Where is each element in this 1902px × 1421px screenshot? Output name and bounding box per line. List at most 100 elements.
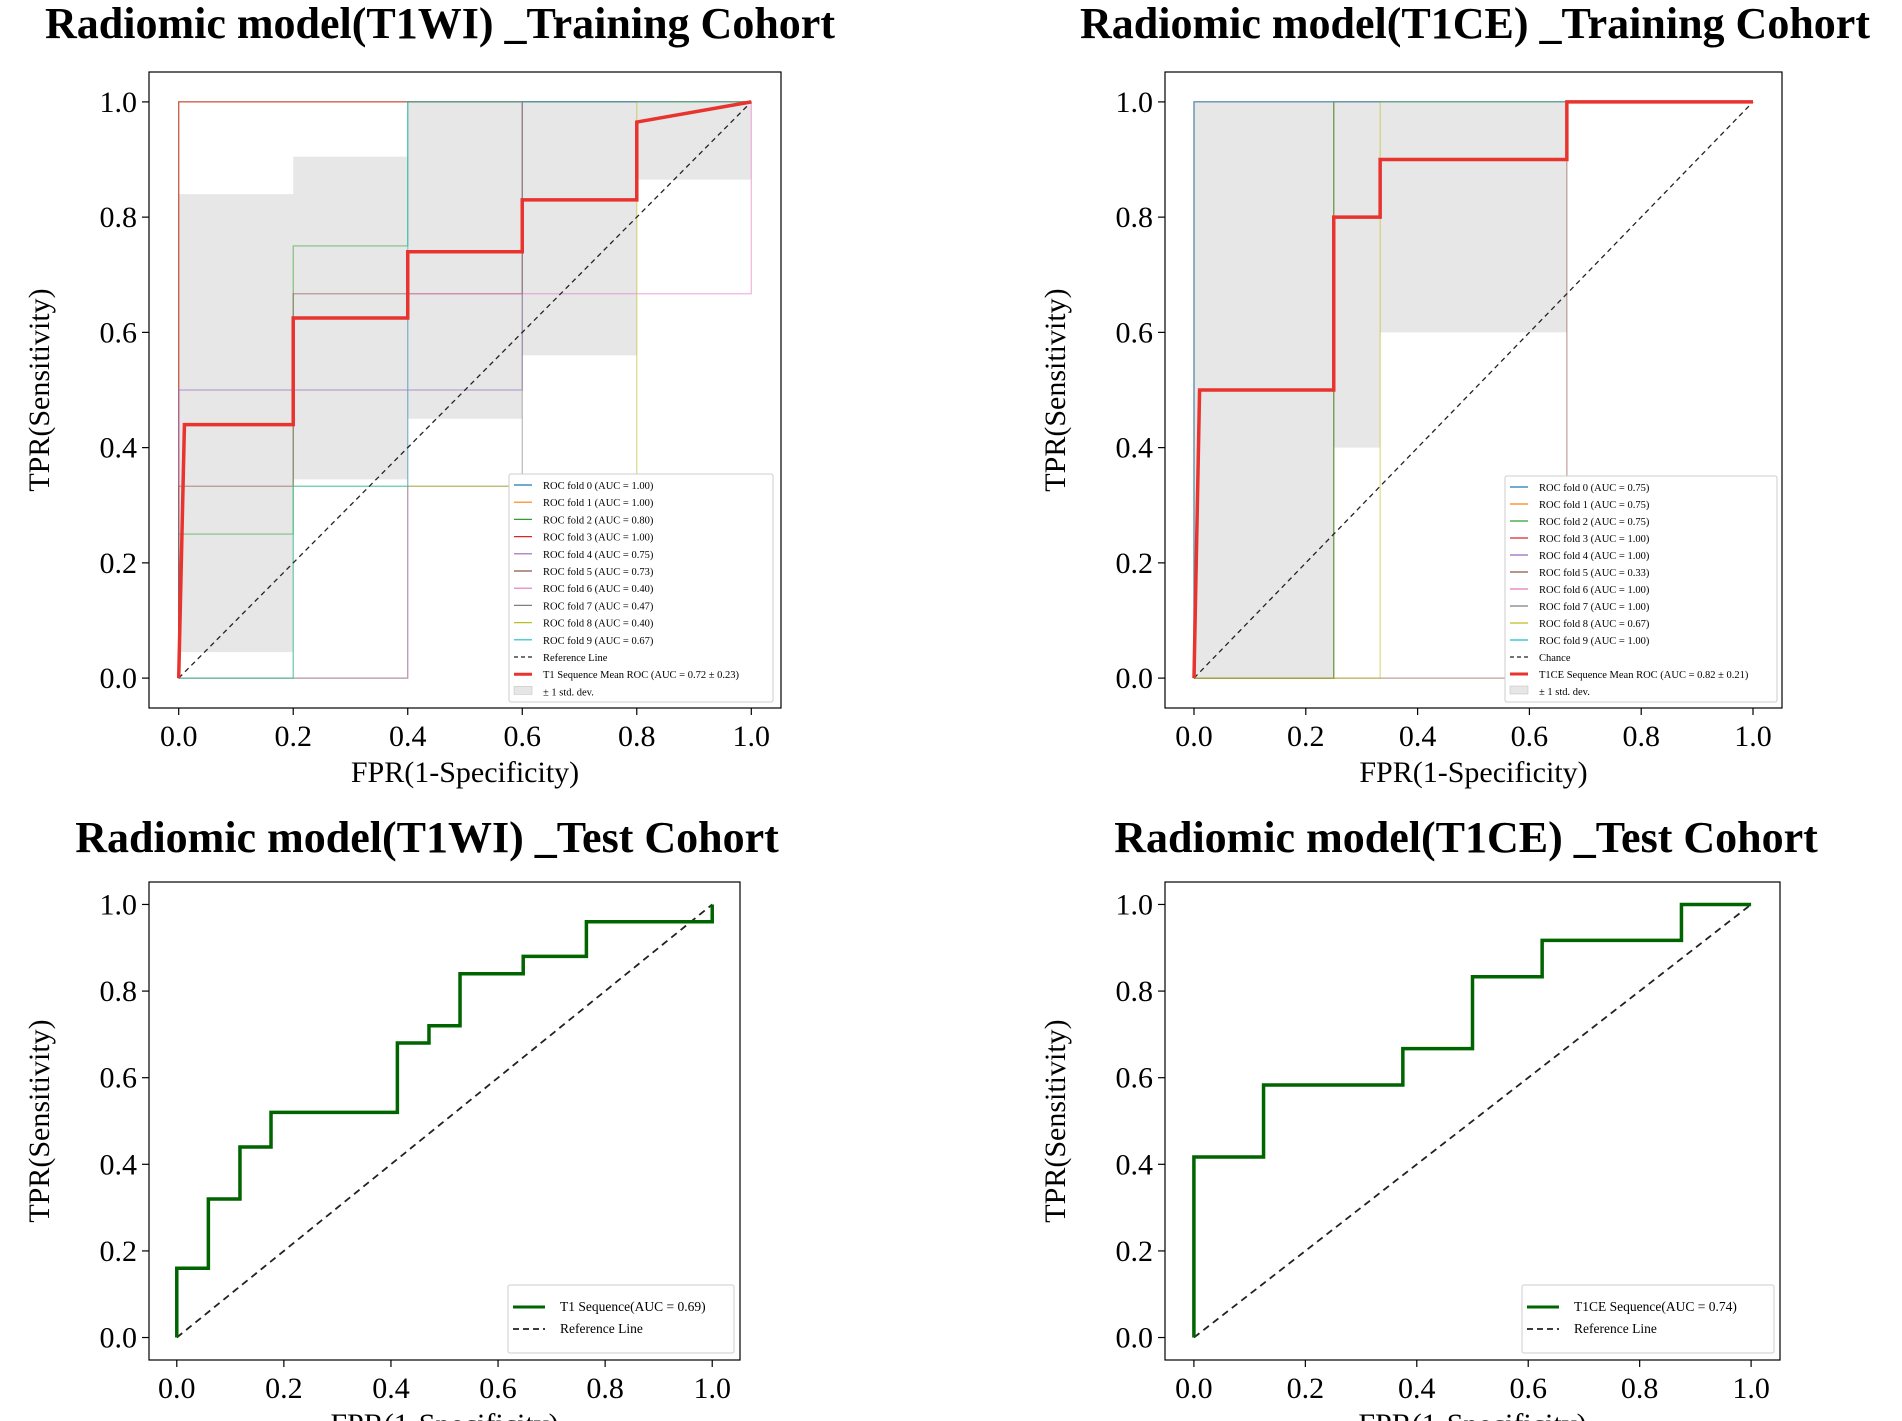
p2-x-tick-label-2: 0.4 <box>1399 720 1437 753</box>
p4-x-tick-label-4: 0.8 <box>1621 1372 1659 1405</box>
p3-y-tick-label-0: 0.0 <box>100 1322 138 1355</box>
p4-y-tick-label-5: 1.0 <box>1116 888 1154 921</box>
p2-y-tick-label-1: 0.2 <box>1116 547 1154 580</box>
p3-legend: T1 Sequence(AUC = 0.69) Reference Line <box>507 1284 735 1354</box>
p4-x-tick-label-5: 1.0 <box>1732 1372 1770 1405</box>
p1-legend-fold-6-label: ROC fold 6 (AUC = 0.40) <box>543 584 654 595</box>
p4-y-tick-label-2: 0.4 <box>1116 1148 1154 1181</box>
p1-legend: ROC fold 0 (AUC = 1.00) ROC fold 1 (AUC =… <box>508 473 774 703</box>
p4-x-tick-label-1: 0.2 <box>1287 1372 1325 1405</box>
p3-y-tick-label-4: 0.8 <box>100 975 138 1008</box>
p3-legend-series-0-label: T1 Sequence(AUC = 0.69) <box>560 1299 706 1314</box>
p3-legend-box <box>507 1284 735 1354</box>
p1-reference-line <box>178 101 752 679</box>
p4-x-tick-label-3: 0.6 <box>1509 1372 1547 1405</box>
p4-y-tick-label-0: 0.0 <box>1116 1322 1154 1355</box>
p1-x-tick-label-3: 0.6 <box>504 720 542 753</box>
p4-legend-reference-label: Reference Line <box>1574 1321 1657 1336</box>
p3-x-tick-label-1: 0.2 <box>265 1372 303 1405</box>
p1-y-axis-label: TPR(Sensitivity) <box>23 288 56 491</box>
p1-legend-reference-label: Reference Line <box>543 653 608 664</box>
p3-x-tick-label-0: 0.0 <box>158 1372 196 1405</box>
p4-x-tick-label-0: 0.0 <box>1175 1372 1213 1405</box>
p1-y-tick-label-3: 0.6 <box>100 316 138 349</box>
p1-legend-fold-9-label: ROC fold 9 (AUC = 0.67) <box>543 636 654 647</box>
p4-y-tick-label-4: 0.8 <box>1116 975 1154 1008</box>
p2-legend-fold-9-label: ROC fold 9 (AUC = 1.00) <box>1539 636 1650 647</box>
p2-reference-line <box>1193 101 1754 679</box>
p2-x-axis-label: FPR(1-Specificity) <box>1359 756 1587 789</box>
p1-x-axis-label: FPR(1-Specificity) <box>351 756 579 789</box>
p2-x-tick-label-0: 0.0 <box>1175 720 1213 753</box>
p2-mean-roc-line <box>1192 100 1754 679</box>
p1-legend-fold-7-label: ROC fold 7 (AUC = 0.47) <box>543 601 654 612</box>
p1-x-tick-label-2: 0.4 <box>389 720 427 753</box>
roc-panel-2: Radiomic model(T1CE) _Training Cohort 0.0… <box>1039 0 1870 789</box>
p1-legend-std-swatch <box>513 686 533 695</box>
p1-legend-std-label: ± 1 std. dev. <box>543 687 594 698</box>
p2-y-tick-label-5: 1.0 <box>1116 86 1154 119</box>
p1-y-tick-label-5: 1.0 <box>100 86 138 119</box>
p4-chart-title: Radiomic model(T1CE) _Test Cohort <box>1114 813 1818 862</box>
p3-y-tick-label-5: 1.0 <box>100 888 138 921</box>
p2-legend-fold-3-label: ROC fold 3 (AUC = 1.00) <box>1539 534 1650 545</box>
p1-legend-fold-4-label: ROC fold 4 (AUC = 0.75) <box>543 550 654 561</box>
p3-y-tick-label-3: 0.6 <box>100 1062 138 1095</box>
p3-legend-reference-label: Reference Line <box>560 1321 643 1336</box>
p3-x-tick-label-5: 1.0 <box>693 1372 731 1405</box>
p2-legend-fold-4-label: ROC fold 4 (AUC = 1.00) <box>1539 551 1650 562</box>
p2-legend-std-swatch <box>1509 685 1529 695</box>
p1-legend-fold-1-label: ROC fold 1 (AUC = 1.00) <box>543 498 654 509</box>
p1-legend-fold-5-label: ROC fold 5 (AUC = 0.73) <box>543 567 654 578</box>
p4-x-axis-label: FPR(1-Specificity) <box>1358 1408 1586 1421</box>
p4-series-0-line <box>1192 902 1752 1338</box>
p2-legend-mean-label: T1CE Sequence Mean ROC (AUC = 0.82 ± 0.2… <box>1539 670 1749 681</box>
p1-y-tick-label-4: 0.8 <box>100 201 138 234</box>
p3-chart-title: Radiomic model(T1WI) _Test Cohort <box>75 813 779 862</box>
p2-y-axis-label: TPR(Sensitivity) <box>1039 288 1072 491</box>
p2-plot-frame <box>1164 71 1783 709</box>
p1-std-band <box>178 101 752 653</box>
roc-panel-1: Radiomic model(T1WI) _Training Cohort 0.0… <box>23 0 835 789</box>
p4-legend: T1CE Sequence(AUC = 0.74) Reference Line <box>1521 1284 1775 1354</box>
p2-chart-title: Radiomic model(T1CE) _Training Cohort <box>1080 0 1870 48</box>
p1-legend-mean-label: T1 Sequence Mean ROC (AUC = 0.72 ± 0.23) <box>543 670 739 681</box>
p2-y-tick-label-3: 0.6 <box>1116 316 1154 349</box>
p3-reference-line <box>176 903 713 1339</box>
p1-legend-fold-3-label: ROC fold 3 (AUC = 1.00) <box>543 533 654 544</box>
p3-x-tick-label-4: 0.8 <box>586 1372 624 1405</box>
p2-legend-fold-0-label: ROC fold 0 (AUC = 0.75) <box>1539 483 1650 494</box>
p1-chart-title: Radiomic model(T1WI) _Training Cohort <box>45 0 835 48</box>
p4-reference-line <box>1193 903 1752 1339</box>
p4-legend-box <box>1521 1284 1775 1354</box>
p4-x-tick-label-2: 0.4 <box>1398 1372 1436 1405</box>
p1-y-tick-label-0: 0.0 <box>100 662 138 695</box>
p3-plot-frame <box>148 881 741 1361</box>
p1-x-tick-label-1: 0.2 <box>274 720 312 753</box>
p3-y-axis-label: TPR(Sensitivity) <box>23 1019 56 1222</box>
p2-legend-box <box>1504 475 1778 703</box>
p1-legend-fold-8-label: ROC fold 8 (AUC = 0.40) <box>543 619 654 630</box>
p1-fold-9-line <box>178 101 752 679</box>
p1-x-tick-label-4: 0.8 <box>618 720 656 753</box>
p2-legend-fold-7-label: ROC fold 7 (AUC = 1.00) <box>1539 602 1650 613</box>
p3-series-0-line <box>175 904 714 1338</box>
p3-x-tick-label-2: 0.4 <box>372 1372 410 1405</box>
p2-y-tick-label-4: 0.8 <box>1116 201 1154 234</box>
p4-plot-frame <box>1164 881 1781 1361</box>
p4-y-tick-label-3: 0.6 <box>1116 1062 1154 1095</box>
p1-mean-roc-line <box>176 100 752 679</box>
p2-legend-fold-8-label: ROC fold 8 (AUC = 0.67) <box>1539 619 1650 630</box>
p3-y-tick-label-2: 0.4 <box>100 1148 138 1181</box>
p2-legend-fold-6-label: ROC fold 6 (AUC = 1.00) <box>1539 585 1650 596</box>
p2-y-tick-label-2: 0.4 <box>1116 432 1154 465</box>
p1-x-tick-label-5: 1.0 <box>733 720 771 753</box>
p1-y-tick-label-1: 0.2 <box>100 547 138 580</box>
p1-legend-box <box>508 473 774 703</box>
p1-plot-frame <box>148 71 782 709</box>
p2-legend: ROC fold 0 (AUC = 0.75) ROC fold 1 (AUC =… <box>1504 475 1778 703</box>
p2-legend-fold-1-label: ROC fold 1 (AUC = 0.75) <box>1539 500 1650 511</box>
p4-y-axis-label: TPR(Sensitivity) <box>1039 1019 1072 1222</box>
p2-legend-std-label: ± 1 std. dev. <box>1539 687 1590 698</box>
p2-x-tick-label-1: 0.2 <box>1287 720 1325 753</box>
